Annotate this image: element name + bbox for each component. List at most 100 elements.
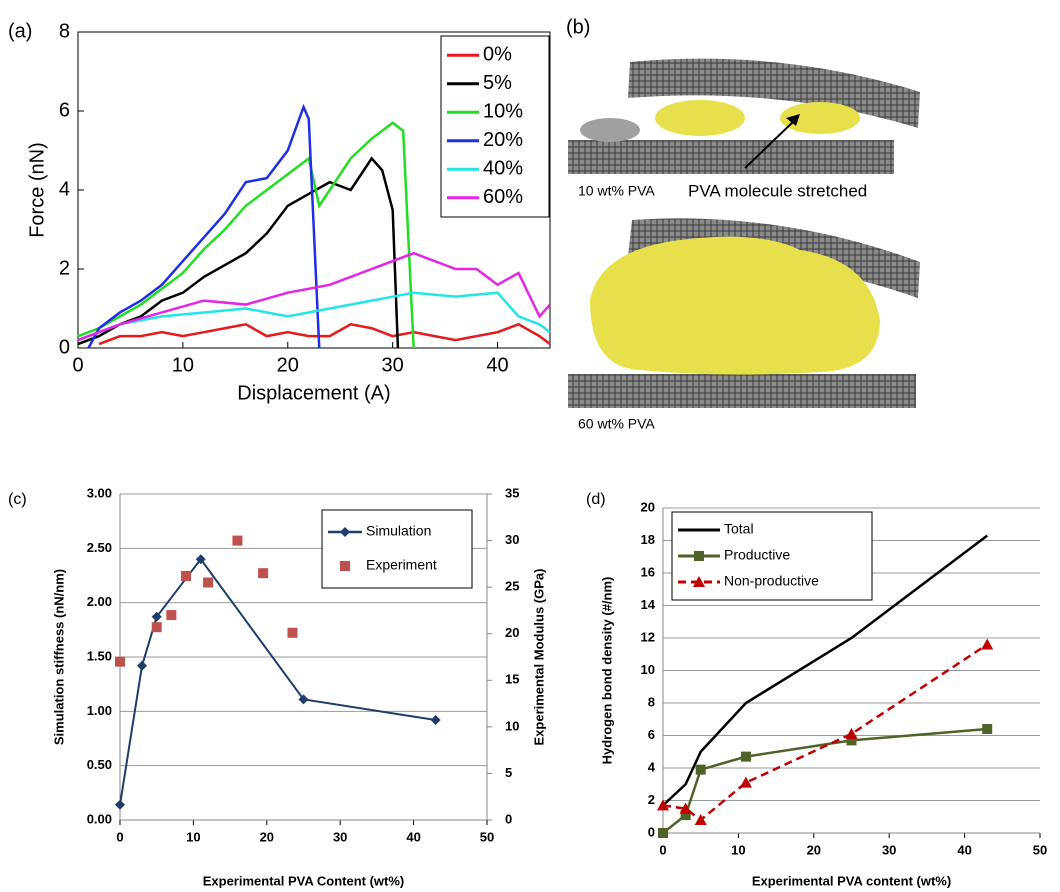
x-axis-label: Experimental PVA content (wt%) [752, 873, 951, 888]
x-tick-label: 40 [957, 842, 971, 857]
caption: 10 wt% PVA [578, 183, 655, 199]
x-tick-label: 30 [382, 354, 404, 376]
x-tick-label: 40 [486, 354, 508, 376]
y-tick-label: 18 [641, 532, 655, 547]
x-tick-label: 10 [186, 829, 200, 844]
legend-label: 0% [483, 44, 512, 66]
legend-label: 60% [483, 186, 523, 208]
y-tick-label: 10 [641, 662, 655, 677]
marker [431, 715, 441, 725]
y-tick-label: 2 [59, 257, 70, 279]
y2-tick-label: 35 [505, 485, 519, 500]
y-axis-label: Hydrogen bond density (#/nm) [599, 577, 614, 765]
marker [658, 828, 668, 838]
marker [115, 657, 125, 667]
marker [137, 661, 147, 671]
x-tick-label: 10 [731, 842, 745, 857]
panel-b: (b) 10 wt% PVA PVA molecule stretched 60… [566, 16, 920, 431]
y-axis-label: Force (nN) [26, 142, 48, 238]
marker [166, 610, 176, 620]
polymer [655, 100, 745, 136]
panel-label: (d) [586, 491, 606, 508]
y-axis-label: Simulation stiffness (nN/nm) [51, 569, 66, 745]
marker [741, 752, 751, 762]
caption: 60 wt% PVA [578, 416, 655, 432]
y2-axis-label: Experimental Modulus (GPa) [531, 569, 546, 746]
y-tick-label: 4 [648, 759, 656, 774]
y-tick-label: 2.00 [87, 594, 112, 609]
marker [982, 724, 992, 734]
x-tick-label: 0 [659, 842, 666, 857]
legend-label: Total [724, 521, 754, 537]
legend-label: 20% [483, 129, 523, 151]
nanotube [568, 140, 894, 174]
legend-box [322, 510, 472, 588]
series-line [120, 559, 436, 805]
marker [696, 765, 706, 775]
annotation: PVA molecule stretched [688, 181, 867, 200]
series-line [78, 158, 398, 348]
y-tick-label: 2 [648, 792, 655, 807]
marker [258, 568, 268, 578]
y2-tick-label: 30 [505, 532, 519, 547]
x-tick-label: 50 [480, 829, 494, 844]
y-tick-label: 14 [641, 597, 656, 612]
y2-tick-label: 15 [505, 672, 519, 687]
x-tick-label: 0 [116, 829, 123, 844]
series-line [78, 123, 414, 348]
x-tick-label: 10 [172, 354, 194, 376]
y-tick-label: 1.00 [87, 703, 112, 718]
marker [695, 814, 707, 825]
x-tick-label: 20 [807, 842, 821, 857]
marker [232, 536, 242, 546]
marker [740, 777, 752, 788]
panel-label: (b) [566, 16, 590, 38]
marker [115, 800, 125, 810]
legend-label: 10% [483, 101, 523, 123]
panel-label: (a) [8, 20, 32, 42]
marker [152, 622, 162, 632]
legend-label: 40% [483, 158, 523, 180]
y2-tick-label: 10 [505, 718, 519, 733]
y-tick-label: 0.00 [87, 811, 112, 826]
x-tick-label: 30 [333, 829, 347, 844]
polymer [580, 118, 640, 142]
y-tick-label: 3.00 [87, 485, 112, 500]
series-line [99, 324, 550, 344]
y2-tick-label: 0 [505, 811, 512, 826]
series-line [78, 253, 550, 340]
marker [846, 728, 858, 739]
legend-label: Non-productive [724, 573, 819, 589]
x-tick-label: 20 [260, 829, 274, 844]
x-tick-label: 20 [277, 354, 299, 376]
y-tick-label: 2.50 [87, 540, 112, 555]
marker [203, 577, 213, 587]
panel-label: (c) [8, 491, 27, 508]
y-tick-label: 6 [59, 99, 70, 121]
legend-marker [694, 551, 704, 561]
nanotube [568, 374, 916, 408]
x-axis-label: Displacement (A) [237, 382, 390, 404]
legend-marker [340, 561, 350, 571]
y-tick-label: 6 [648, 727, 655, 742]
x-tick-label: 30 [882, 842, 896, 857]
y2-tick-label: 20 [505, 625, 519, 640]
x-tick-label: 0 [72, 354, 83, 376]
legend-label: 5% [483, 72, 512, 94]
figure: (b) 10 wt% PVA PVA molecule stretched 60… [0, 0, 1060, 892]
y-tick-label: 0 [648, 824, 655, 839]
y-tick-label: 20 [641, 499, 655, 514]
y-tick-label: 0 [59, 336, 70, 358]
y2-tick-label: 25 [505, 579, 519, 594]
marker [981, 639, 993, 650]
marker [287, 628, 297, 638]
y-tick-label: 16 [641, 564, 655, 579]
y-tick-label: 0.50 [87, 757, 112, 772]
legend-label: Productive [724, 547, 790, 563]
y2-tick-label: 5 [505, 765, 512, 780]
y-tick-label: 8 [59, 20, 70, 42]
series-line [663, 729, 987, 833]
y-tick-label: 4 [59, 178, 70, 200]
x-tick-label: 40 [406, 829, 420, 844]
y-tick-label: 8 [648, 694, 655, 709]
